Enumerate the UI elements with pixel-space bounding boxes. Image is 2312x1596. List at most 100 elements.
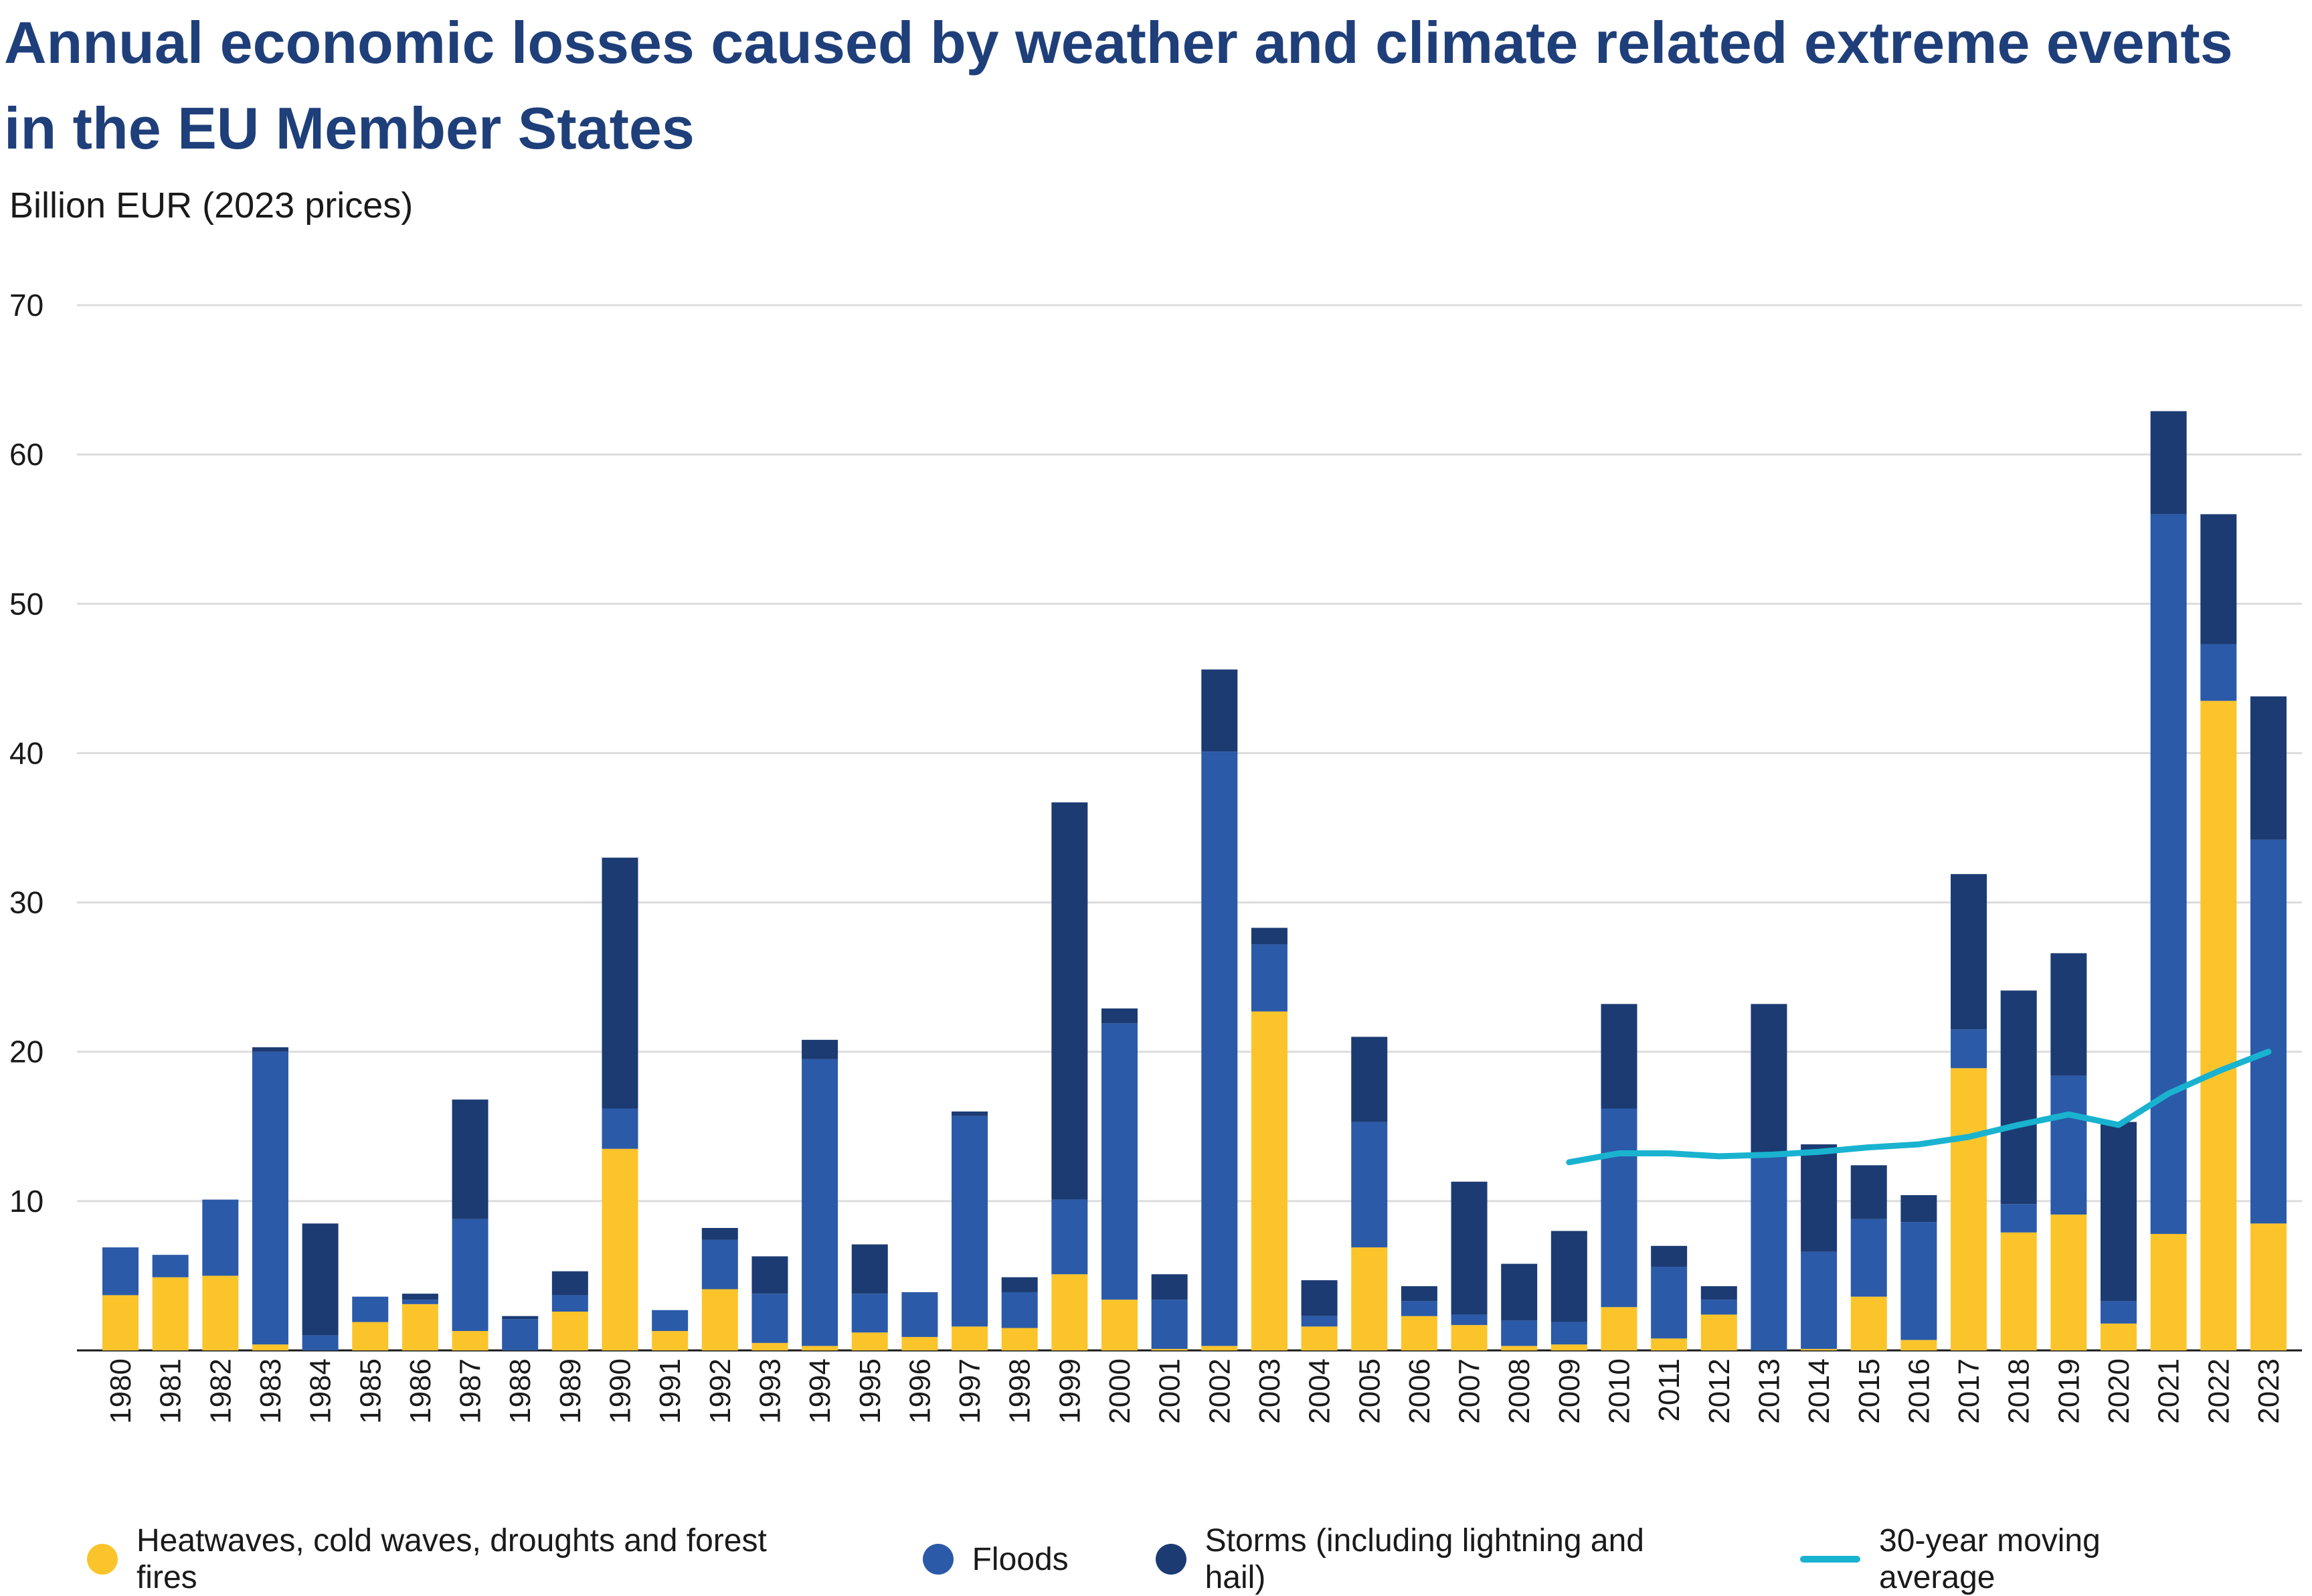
bar-2012-series-1 [1700,1300,1737,1315]
bar-2016-series-0 [1900,1340,1937,1350]
x-tick-2019: 2019 [2052,1358,2085,1424]
legend: Heatwaves, cold waves, droughts and fore… [87,1523,2312,1595]
bar-2021-series-0 [2150,1233,2187,1350]
x-tick-2007: 2007 [1453,1358,1486,1424]
bar-1987-series-1 [452,1219,488,1331]
x-tick-2010: 2010 [1603,1358,1636,1424]
bar-2004-series-1 [1301,1316,1338,1327]
legend-item-moving-average: 30-year moving average [1800,1522,2225,1596]
bar-1984-series-1 [302,1335,339,1350]
bar-2013-series-2 [1751,1004,1787,1156]
bar-1999-series-0 [1051,1274,1088,1350]
moving-average-line-group [1566,1049,2272,1166]
bar-1980-series-1 [102,1247,139,1296]
x-tick-1985: 1985 [354,1358,387,1424]
bar-2019-series-1 [2050,1075,2087,1215]
legend-label-floods: Floods [972,1541,1069,1577]
x-tick-2004: 2004 [1304,1358,1336,1424]
x-tick-1990: 1990 [604,1358,637,1424]
bar-2007-series-1 [1451,1314,1488,1326]
x-tick-1996: 1996 [903,1358,936,1424]
bar-2015-series-0 [1850,1296,1887,1350]
x-tick-1998: 1998 [1004,1358,1037,1424]
bar-2016-series-1 [1900,1222,1937,1340]
bar-2014-series-1 [1801,1251,1838,1349]
x-tick-1994: 1994 [804,1358,836,1424]
bar-2001-series-0 [1151,1348,1188,1350]
x-tick-1999: 1999 [1053,1358,1086,1424]
bar-2017-series-1 [1951,1029,1987,1069]
bar-2012-series-2 [1700,1286,1737,1300]
x-tick-2021: 2021 [2153,1358,2186,1424]
x-tick-2005: 2005 [1353,1358,1386,1424]
bar-1986-series-0 [402,1304,438,1350]
bar-2004-series-2 [1301,1280,1338,1316]
x-tick-labels: 1980 1981 1982 1983 1984 1985 1986 1987 1988 1989… [104,1358,2285,1424]
bar-1997-series-1 [952,1116,988,1327]
bar-1997-series-0 [952,1326,988,1350]
bar-2011-series-1 [1651,1267,1688,1339]
y-tick-40: 40 [9,735,43,770]
bar-1989-series-1 [551,1295,588,1312]
bar-1983-series-0 [252,1344,288,1350]
y-tick-70: 70 [9,288,43,323]
x-tick-1986: 1986 [404,1358,437,1424]
legend-item-storms: Storms (including lightning and hail) [1155,1522,1713,1596]
bar-2015-series-2 [1850,1165,1887,1219]
x-tick-2018: 2018 [2003,1358,2036,1424]
legend-item-floods: Floods [922,1541,1069,1578]
bar-2006-series-0 [1401,1316,1437,1350]
bar-2007-series-2 [1451,1181,1488,1315]
bar-1995-series-2 [851,1244,888,1294]
x-tick-1987: 1987 [454,1358,487,1424]
bar-1996-series-1 [901,1292,938,1337]
bar-1994-series-1 [802,1059,838,1346]
bar-2014-series-2 [1801,1144,1838,1252]
bar-1984-series-2 [302,1223,339,1336]
legend-item-heatwaves: Heatwaves, cold waves, droughts and fore… [87,1522,836,1596]
bar-2003-series-1 [1251,944,1287,1012]
legend-swatch-heatwaves [87,1544,118,1575]
x-tick-2011: 2011 [1653,1358,1686,1422]
y-tick-50: 50 [9,586,43,621]
bar-1992-series-2 [701,1228,738,1240]
x-tick-2013: 2013 [1753,1358,1785,1424]
bar-2000-series-1 [1101,1023,1138,1300]
bar-2023-series-1 [2250,839,2287,1224]
bar-2002-series-0 [1201,1346,1238,1350]
bar-1983-series-2 [252,1047,288,1052]
bar-2010-series-0 [1601,1307,1637,1350]
bar-2023-series-0 [2250,1223,2287,1350]
bar-2017-series-0 [1951,1068,1987,1350]
x-tick-1983: 1983 [254,1358,287,1424]
bar-1998-series-2 [1001,1277,1038,1292]
bar-1981-series-1 [152,1255,189,1277]
bar-2015-series-1 [1850,1219,1887,1297]
legend-swatch-floods [922,1544,954,1575]
bar-2002-series-2 [1201,669,1238,752]
bar-1985-series-1 [352,1296,389,1322]
bar-1996-series-0 [901,1336,938,1350]
bar-1992-series-0 [701,1289,738,1350]
bar-2018-series-2 [2000,990,2037,1205]
x-tick-2006: 2006 [1403,1358,1436,1424]
y-tick-30: 30 [9,885,43,920]
bar-1987-series-0 [452,1330,488,1350]
legend-label-storms: Storms (including lightning and hail) [1205,1523,1644,1595]
bar-2017-series-2 [1951,874,1987,1030]
bar-1982-series-1 [202,1199,239,1276]
bar-2022-series-1 [2200,644,2237,701]
x-tick-2015: 2015 [1853,1358,1886,1424]
bar-1989-series-2 [551,1271,588,1296]
bar-2010-series-1 [1601,1108,1637,1308]
x-tick-1981: 1981 [155,1358,187,1424]
x-tick-1988: 1988 [504,1358,537,1424]
bars [102,411,2287,1350]
chart-title: Annual economic losses caused by weather… [4,9,2233,161]
bar-1990-series-0 [602,1148,638,1350]
x-tick-2009: 2009 [1553,1358,1586,1424]
legend-label-heatwaves: Heatwaves, cold waves, droughts and fore… [136,1523,767,1595]
x-tick-2016: 2016 [1902,1358,1935,1424]
bar-2013-series-1 [1751,1156,1787,1350]
